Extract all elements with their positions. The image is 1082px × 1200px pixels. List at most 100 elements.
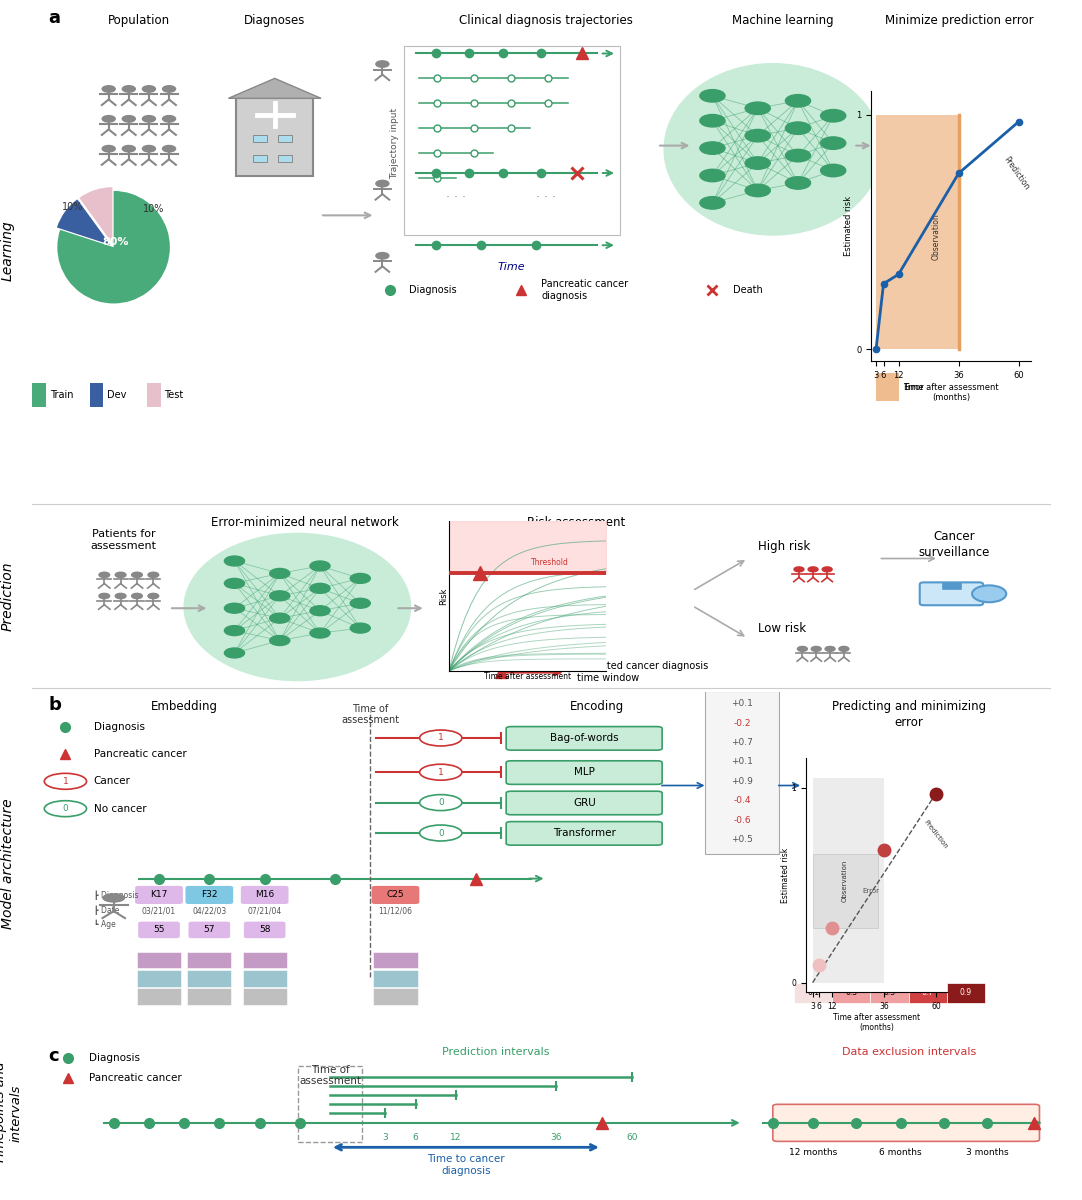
Text: 58: 58 [259, 925, 270, 935]
FancyBboxPatch shape [298, 1066, 362, 1142]
Text: Diagnosis: Diagnosis [89, 1052, 140, 1063]
Bar [876, 373, 898, 401]
Text: 3 months: 3 months [966, 1148, 1008, 1158]
FancyBboxPatch shape [794, 983, 832, 1003]
Circle shape [224, 648, 245, 658]
Text: 10%: 10% [144, 204, 164, 214]
Text: Prediction: Prediction [923, 818, 949, 850]
FancyBboxPatch shape [136, 988, 181, 1004]
Circle shape [269, 636, 290, 646]
Text: Transformer: Transformer [553, 828, 616, 838]
Circle shape [269, 590, 290, 601]
Text: Train: Train [50, 390, 74, 400]
Text: Diagnoses: Diagnoses [245, 13, 305, 26]
Text: 80%: 80% [102, 236, 129, 246]
Circle shape [826, 647, 835, 652]
Text: Low risk: Low risk [757, 622, 806, 635]
FancyBboxPatch shape [870, 983, 909, 1003]
Text: Time of
assessment: Time of assessment [341, 703, 399, 725]
Text: -0.2: -0.2 [734, 719, 751, 727]
Text: 1: 1 [63, 776, 68, 786]
FancyBboxPatch shape [373, 988, 418, 1004]
Circle shape [700, 90, 725, 102]
Circle shape [44, 800, 87, 817]
Circle shape [122, 115, 135, 122]
Circle shape [420, 794, 462, 810]
Text: K17: K17 [150, 890, 168, 900]
FancyBboxPatch shape [506, 726, 662, 750]
Circle shape [102, 145, 115, 152]
Text: 36: 36 [551, 1133, 563, 1141]
FancyBboxPatch shape [947, 983, 985, 1003]
X-axis label: Time after assessment: Time after assessment [484, 672, 571, 682]
Text: Model architecture: Model architecture [1, 798, 15, 929]
Circle shape [132, 593, 143, 599]
Text: 11/12/06: 11/12/06 [379, 906, 412, 916]
Text: Error-minimized neural network: Error-minimized neural network [211, 516, 399, 529]
Circle shape [745, 185, 770, 197]
Text: · · ·: · · · [446, 192, 465, 204]
Text: Diagnosis: Diagnosis [94, 721, 145, 732]
Circle shape [839, 647, 849, 652]
Text: +0.1: +0.1 [731, 757, 753, 767]
Text: Machine learning: Machine learning [733, 13, 834, 26]
FancyBboxPatch shape [373, 952, 418, 968]
FancyBboxPatch shape [252, 134, 266, 142]
Circle shape [224, 578, 245, 588]
Text: GRU: GRU [573, 798, 596, 808]
Circle shape [820, 109, 846, 122]
FancyBboxPatch shape [242, 952, 287, 968]
FancyBboxPatch shape [909, 983, 947, 1003]
FancyBboxPatch shape [186, 887, 233, 904]
Circle shape [148, 572, 159, 577]
Text: c: c [49, 1048, 58, 1066]
Text: 07/21/04: 07/21/04 [248, 906, 281, 916]
Text: 1: 1 [438, 768, 444, 776]
Circle shape [375, 180, 388, 187]
FancyBboxPatch shape [187, 988, 232, 1004]
Text: 3: 3 [383, 1133, 388, 1141]
Text: +0.7: +0.7 [731, 738, 753, 748]
Text: b: b [49, 696, 62, 714]
Text: ┗ Age: ┗ Age [94, 919, 116, 929]
FancyBboxPatch shape [920, 582, 984, 605]
Circle shape [44, 773, 87, 790]
Circle shape [822, 566, 832, 572]
Text: 0.1: 0.1 [807, 989, 819, 997]
Text: 10%: 10% [63, 202, 83, 211]
Text: Error: Error [862, 888, 880, 894]
Text: +0.1: +0.1 [731, 700, 753, 708]
Circle shape [420, 764, 462, 780]
Circle shape [786, 176, 810, 190]
Text: Clinical diagnosis trajectories: Clinical diagnosis trajectories [460, 13, 633, 26]
Text: Time of
assessment: Time of assessment [299, 1064, 361, 1086]
Text: F32: F32 [201, 890, 217, 900]
Text: Estimated risk: Estimated risk [852, 965, 916, 974]
Text: ┣ Diagnosis: ┣ Diagnosis [94, 890, 138, 900]
Text: 6 months: 6 months [880, 1148, 922, 1158]
Text: Diagnosis: Diagnosis [409, 286, 457, 295]
Y-axis label: Estimated risk: Estimated risk [781, 847, 790, 904]
FancyBboxPatch shape [404, 46, 620, 235]
Text: 57: 57 [203, 925, 215, 935]
Text: Bag-of-words: Bag-of-words [551, 733, 619, 743]
Text: -0.4: -0.4 [734, 797, 751, 805]
Circle shape [820, 164, 846, 176]
Circle shape [132, 572, 143, 577]
Y-axis label: Estimated risk: Estimated risk [844, 196, 854, 257]
Text: 0: 0 [63, 804, 68, 814]
Text: Death: Death [733, 286, 763, 295]
Circle shape [102, 115, 115, 122]
Wedge shape [57, 191, 170, 304]
Text: Threshold: Threshold [530, 558, 568, 566]
Text: Predicted cancer diagnosis
time window: Predicted cancer diagnosis time window [577, 661, 708, 683]
Text: -0.6: -0.6 [734, 816, 751, 824]
Text: Observation: Observation [842, 860, 848, 902]
Circle shape [820, 137, 846, 149]
Circle shape [102, 85, 115, 92]
Circle shape [143, 115, 156, 122]
Wedge shape [79, 187, 113, 244]
Bar [90, 383, 104, 407]
Circle shape [162, 115, 175, 122]
Text: M16: M16 [255, 890, 274, 900]
